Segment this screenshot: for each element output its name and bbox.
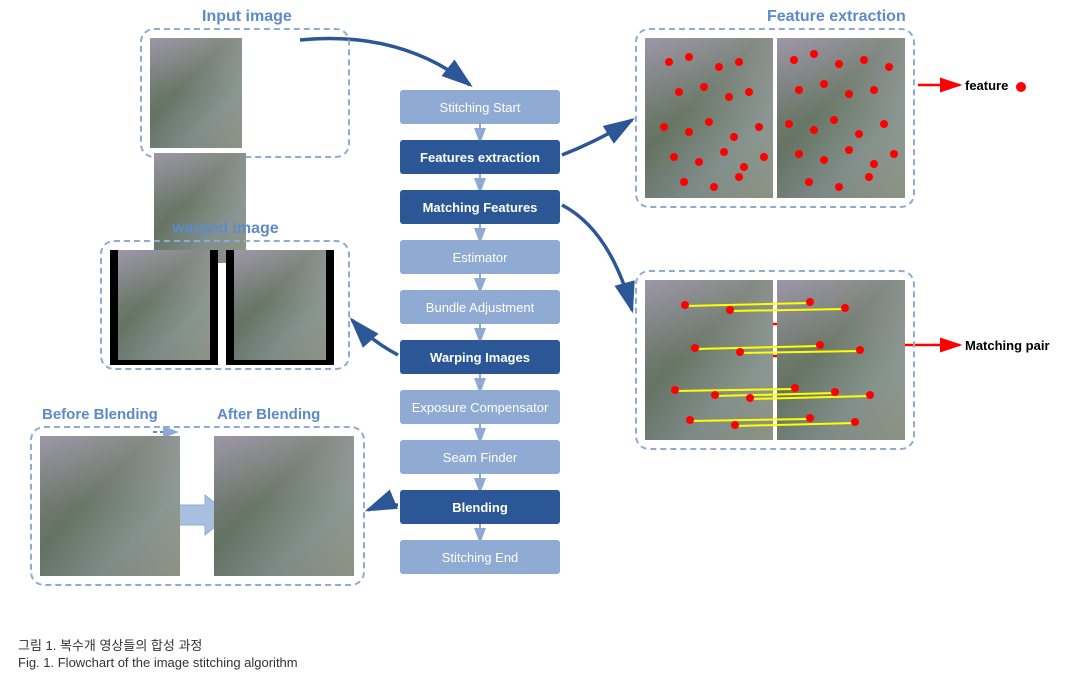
feature-image-pair	[645, 38, 905, 198]
input-image-left	[150, 38, 242, 148]
match-dot	[841, 304, 849, 312]
diagram-container: Stitching Start Features extraction Matchi…	[0, 0, 1081, 694]
feature-dot	[845, 146, 853, 154]
warped-image-title: warped image	[172, 220, 279, 238]
match-dot	[866, 391, 874, 399]
feature-dot	[740, 163, 748, 171]
flow-step: Exposure Compensator	[400, 390, 560, 424]
match-dot	[686, 416, 694, 424]
input-image-title: Input image	[202, 8, 292, 26]
feature-annotation-text: feature	[965, 78, 1008, 93]
feature-annotation: feature	[965, 78, 1026, 93]
warped-left-wrap	[110, 250, 218, 365]
feature-dot	[660, 123, 668, 131]
feature-dot	[890, 150, 898, 158]
blending-after-image	[214, 436, 354, 576]
feature-dot	[705, 118, 713, 126]
feature-dot	[745, 88, 753, 96]
feature-dot	[790, 56, 798, 64]
feature-dot	[785, 120, 793, 128]
match-dot	[681, 301, 689, 309]
feature-dot	[795, 86, 803, 94]
feature-dot	[685, 53, 693, 61]
flow-step: Blending	[400, 490, 560, 524]
feature-dot	[685, 128, 693, 136]
feature-dot	[675, 88, 683, 96]
feature-dot	[885, 63, 893, 71]
caption-korean: 그림 1. 복수개 영상들의 합성 과정	[18, 635, 202, 654]
match-dot	[671, 386, 679, 394]
feature-dot	[795, 150, 803, 158]
feature-dot	[810, 126, 818, 134]
feature-dot	[870, 160, 878, 168]
feature-dot	[880, 120, 888, 128]
after-blending-label: After Blending	[217, 406, 320, 423]
blending-panel: Before Blending After Blending	[30, 426, 365, 586]
feature-dot	[820, 80, 828, 88]
feature-dot	[835, 60, 843, 68]
warped-right-wrap	[226, 250, 334, 365]
flow-step: Warping Images	[400, 340, 560, 374]
matching-annotation: Matching pair	[965, 338, 1050, 353]
match-dot	[746, 394, 754, 402]
match-dot	[831, 388, 839, 396]
feature-dot	[665, 58, 673, 66]
feature-dot	[725, 93, 733, 101]
match-dot	[726, 306, 734, 314]
feature-dot	[860, 56, 868, 64]
warped-image-right	[234, 250, 326, 360]
feature-dot-icon	[1016, 82, 1026, 92]
feature-dot	[735, 58, 743, 66]
feature-dot	[735, 173, 743, 181]
match-dot	[731, 421, 739, 429]
match-dot	[791, 384, 799, 392]
feature-dot	[700, 83, 708, 91]
feature-dot	[695, 158, 703, 166]
feature-dot	[835, 183, 843, 191]
matching-panel	[635, 270, 915, 450]
feature-dot	[720, 148, 728, 156]
feature-extraction-title: Feature extraction	[767, 8, 906, 26]
feature-dot	[715, 63, 723, 71]
feature-dot	[810, 50, 818, 58]
flow-step: Seam Finder	[400, 440, 560, 474]
feature-dot	[760, 153, 768, 161]
flow-step: Features extraction	[400, 140, 560, 174]
flow-step: Bundle Adjustment	[400, 290, 560, 324]
feature-dot	[755, 123, 763, 131]
match-dot	[806, 298, 814, 306]
feature-dot	[845, 90, 853, 98]
feature-dot	[805, 178, 813, 186]
match-dot	[816, 341, 824, 349]
feature-dot	[865, 173, 873, 181]
flow-step: Stitching End	[400, 540, 560, 574]
blending-before-image	[40, 436, 180, 576]
flow-step: Matching Features	[400, 190, 560, 224]
feature-dot	[855, 130, 863, 138]
flow-step: Estimator	[400, 240, 560, 274]
feature-dot	[820, 156, 828, 164]
warped-image-left	[118, 250, 210, 360]
before-blending-label: Before Blending	[42, 406, 158, 423]
match-dot	[691, 344, 699, 352]
feature-dot	[730, 133, 738, 141]
feature-dot	[830, 116, 838, 124]
feature-dot	[680, 178, 688, 186]
caption-english: Fig. 1. Flowchart of the image stitching…	[18, 655, 298, 670]
match-dot	[851, 418, 859, 426]
match-dot	[711, 391, 719, 399]
feature-extraction-panel: Feature extraction	[635, 28, 915, 208]
warped-image-panel: warped image	[100, 240, 350, 370]
feature-dot	[670, 153, 678, 161]
match-dot	[736, 348, 744, 356]
match-dot	[806, 414, 814, 422]
input-image-panel: Input image	[140, 28, 350, 158]
matching-image-pair	[645, 280, 905, 440]
match-dot	[856, 346, 864, 354]
feature-dot	[870, 86, 878, 94]
flow-step: Stitching Start	[400, 90, 560, 124]
feature-dot	[710, 183, 718, 191]
